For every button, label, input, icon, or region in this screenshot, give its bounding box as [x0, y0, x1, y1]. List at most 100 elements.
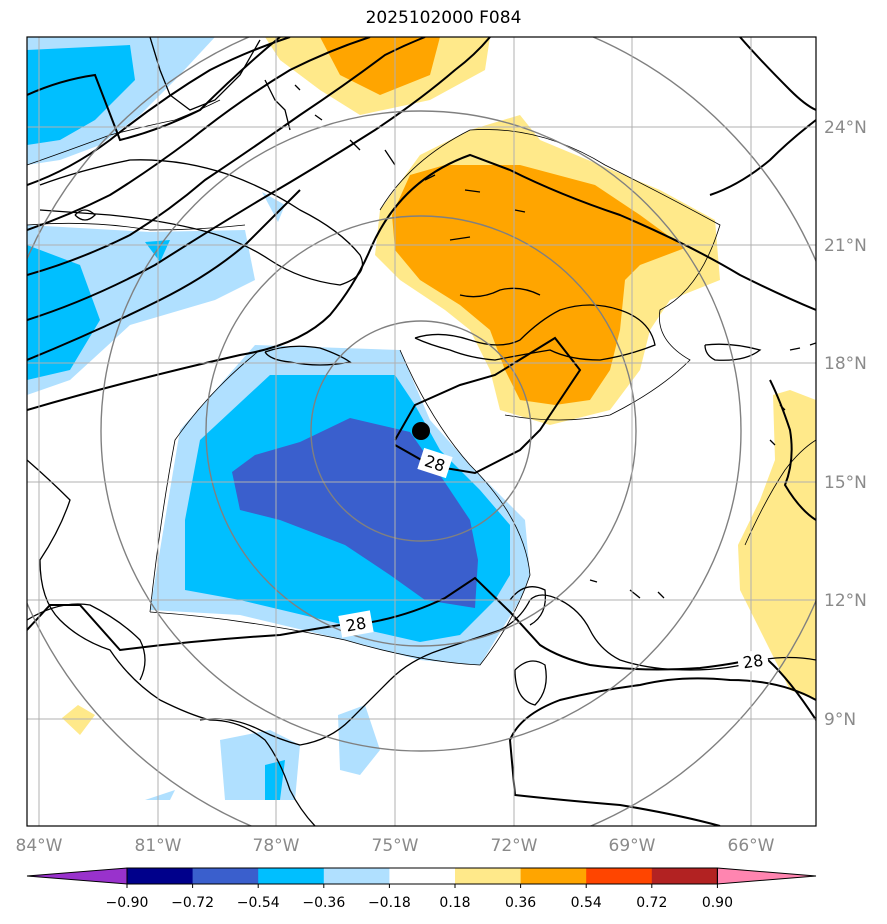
- shade-neg-mid-w: [27, 245, 100, 380]
- contour-line-8: [709, 119, 816, 196]
- shade-neg-mid-nw: [27, 45, 135, 145]
- lon-tick-72w: 72°W: [491, 836, 538, 856]
- colorbar-segment: [651, 868, 718, 884]
- coast-guajira: [509, 586, 547, 626]
- contour-label-group: 28 28 28: [338, 447, 770, 673]
- contour-line-28-a2: [394, 444, 426, 463]
- lon-tick-66w: 66°W: [728, 836, 775, 856]
- thin-contour-main: [149, 349, 531, 666]
- contour-line-9: [739, 37, 816, 111]
- colorbar-segment: [127, 868, 194, 884]
- lat-tick-24n: 24°N: [824, 118, 867, 138]
- colorbar-tick-label: 0.72: [636, 895, 667, 911]
- storm-center-marker: [412, 422, 430, 440]
- colorbar-segment: [455, 868, 522, 884]
- coast-bahamas-1: [264, 79, 291, 131]
- coast-isla-juventud: [74, 209, 96, 221]
- contour-line-4: [27, 37, 426, 276]
- thin-contour-n: [379, 129, 721, 421]
- coast-florida: [149, 37, 261, 111]
- contour-line-1: [27, 37, 281, 142]
- range-ring-3: [100, 110, 742, 752]
- contour-line-28-c: [767, 659, 816, 721]
- colorbar-segment: [192, 868, 259, 884]
- shade-neg-light-cubaeast: [262, 192, 285, 222]
- contour-line-6: [27, 189, 301, 361]
- lon-tick-84w: 84°W: [16, 836, 63, 856]
- coast-panama: [199, 679, 391, 746]
- shade-neg-light-panama: [220, 730, 300, 800]
- shade-pos-mid-hisp: [392, 165, 685, 405]
- lon-tick-81w: 81°W: [135, 836, 182, 856]
- coast-maracaibo: [514, 660, 547, 706]
- shade-neg-dark-main: [232, 418, 478, 608]
- coast-turks: [424, 174, 526, 241]
- coast-puerto-rico: [704, 343, 762, 361]
- colorbar-tick-label: −0.54: [237, 895, 280, 911]
- colorbar-segment: [258, 868, 325, 884]
- range-ring-2: [205, 215, 637, 647]
- gridlines: [27, 37, 816, 826]
- coast-lesser-antilles: [769, 342, 816, 446]
- colorbar-tick-label: 0.18: [439, 895, 470, 911]
- shade-pos-light-e: [738, 390, 816, 700]
- map-frame: [26, 36, 817, 827]
- colorbar-tick-label: −0.36: [302, 895, 345, 911]
- contour-line-3: [27, 37, 371, 231]
- coast-bahamas-2: [294, 84, 396, 166]
- thin-contour-e: [744, 439, 816, 546]
- colorbar-tick-label: −0.18: [368, 895, 411, 911]
- lon-tick-75w: 75°W: [372, 836, 419, 856]
- range-rings: [27, 37, 816, 826]
- colorbar-frame: [126, 867, 718, 885]
- colorbar-tick-label: 0.36: [505, 895, 536, 911]
- contour-line-28-a: [394, 336, 582, 475]
- colorbar-tick-label: −0.72: [171, 895, 214, 911]
- map-area: 28 28 28: [27, 37, 816, 826]
- shade-pos-light-sw: [62, 705, 95, 735]
- colorbar-tick-label: 0.54: [571, 895, 602, 911]
- lon-tick-78w: 78°W: [253, 836, 300, 856]
- map-title: 2025102000 F084: [365, 8, 522, 28]
- contour-line-2: [27, 37, 291, 186]
- coast-hispaniola: [414, 304, 656, 361]
- lon-tick-labels: 84°W 81°W 78°W 75°W 72°W 69°W 66°W: [16, 836, 775, 856]
- lat-tick-9n: 9°N: [824, 710, 856, 730]
- colorbar: −0.90 −0.72 −0.54 −0.36 −0.18 0.18 0.36 0.54 0.7…: [26, 867, 817, 911]
- shade-neg-light-sw: [145, 790, 175, 800]
- isotherm-contours: [27, 37, 816, 826]
- lat-tick-labels: 24°N 21°N 18°N 15°N 12°N 9°N: [824, 118, 867, 730]
- negative-anomaly-shading: [27, 37, 530, 800]
- colorbar-segment: [586, 868, 653, 884]
- colorbar-segment: [389, 868, 456, 884]
- contour-label-28-south: 28: [344, 613, 367, 635]
- colorbar-extend-low: [26, 867, 128, 885]
- contour-line-28-d: [508, 677, 816, 826]
- lon-tick-69w: 69°W: [609, 836, 656, 856]
- colorbar-tick-label: 0.90: [702, 895, 733, 911]
- lat-tick-12n: 12°N: [824, 591, 867, 611]
- coast-haiti-north: [459, 287, 541, 298]
- coast-abc-islands: [589, 579, 665, 599]
- lat-tick-18n: 18°N: [824, 354, 867, 374]
- range-ring-1: [310, 320, 532, 542]
- contour-line-7: [27, 153, 816, 411]
- colorbar-tick-label: −0.90: [106, 895, 149, 911]
- contour-line-28-b2: [371, 576, 741, 671]
- coast-central-america: [27, 459, 316, 826]
- lat-tick-15n: 15°N: [824, 473, 867, 493]
- coastlines: [27, 37, 816, 826]
- shade-pos-mid-n: [320, 37, 440, 95]
- shade-neg-light-colombia: [338, 705, 380, 775]
- contour-line-5: [27, 37, 491, 321]
- contour-line-28-b: [27, 604, 341, 652]
- shade-neg-mid-panama: [265, 760, 285, 800]
- colorbar-segment: [520, 868, 587, 884]
- colorbar-segment: [323, 868, 390, 884]
- contour-line-e: [769, 379, 816, 521]
- coast-jamaica: [264, 345, 352, 366]
- contour-label-28-east: 28: [742, 651, 765, 673]
- lat-tick-21n: 21°N: [824, 236, 867, 256]
- coast-honduras: [27, 603, 146, 681]
